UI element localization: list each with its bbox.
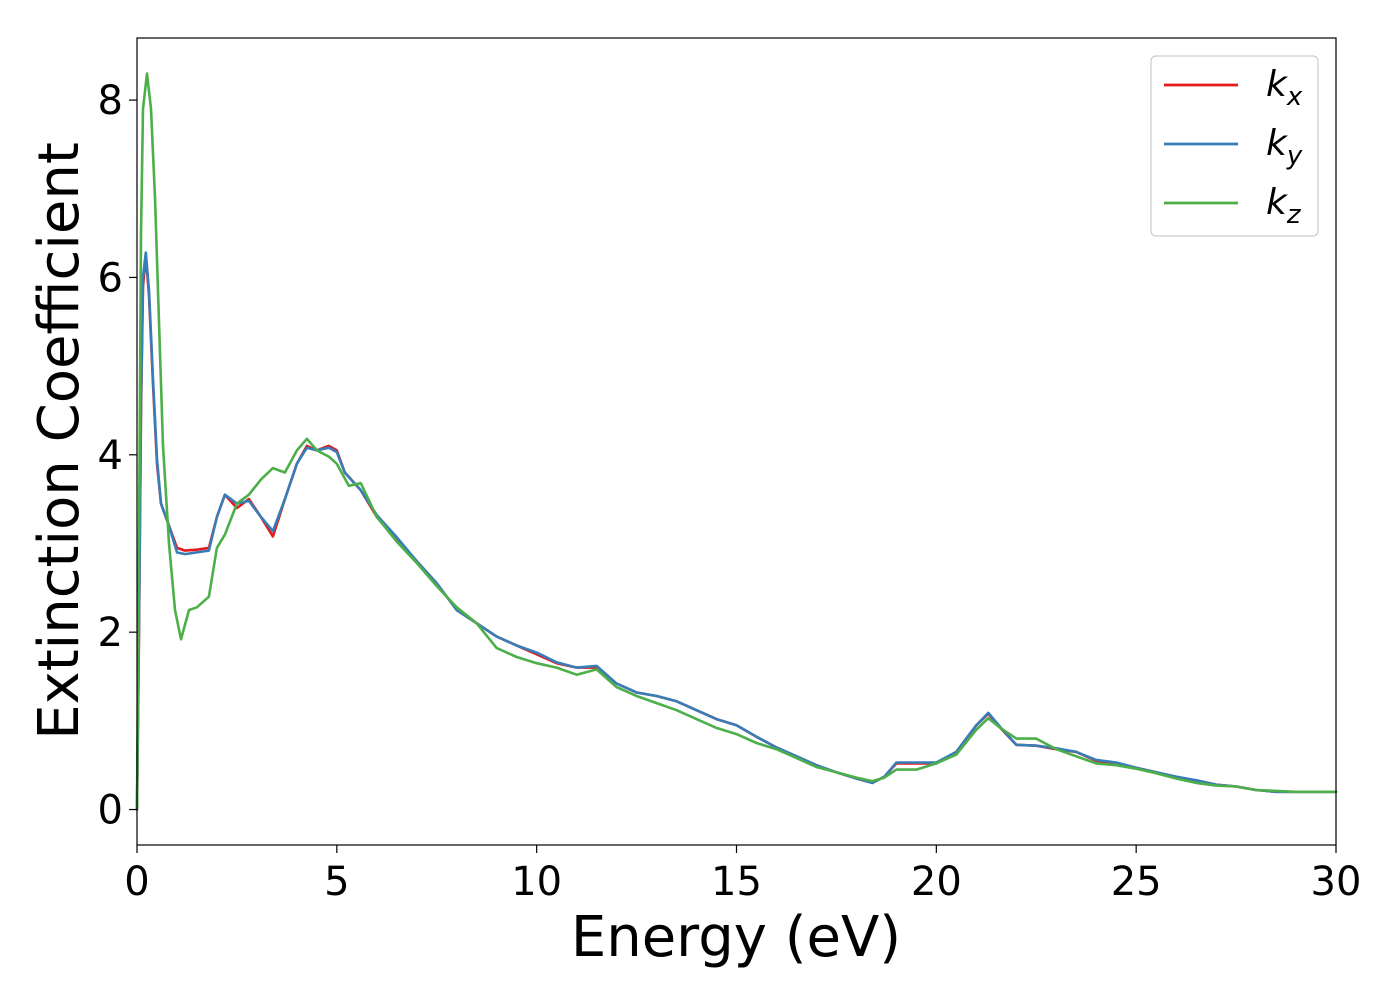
legend-label-y: ky (1266, 123, 1303, 171)
x-tick-label: 0 (124, 859, 149, 905)
y-axis-ticks: 0 2 4 6 8 (98, 78, 137, 834)
x-axis-title: Energy (eV) (571, 905, 901, 970)
y-tick-label: 2 (98, 610, 123, 656)
series-line-y (135, 251, 1338, 811)
x-axis-ticks: 0 5 10 15 20 25 30 (124, 845, 1361, 905)
x-tick-label: 10 (511, 859, 562, 905)
series-line-z (135, 72, 1338, 811)
x-tick-label: 25 (1111, 859, 1162, 905)
legend-label-z: kz (1266, 182, 1302, 230)
x-tick-label: 5 (324, 859, 349, 905)
legend: kx ky kz (1150, 55, 1319, 237)
y-axis-title: Extinction Coefficient (27, 142, 92, 740)
x-tick-label: 15 (711, 859, 762, 905)
x-tick-label: 30 (1311, 859, 1362, 905)
y-tick-label: 8 (98, 78, 123, 124)
y-tick-label: 4 (98, 433, 123, 479)
y-tick-label: 0 (98, 788, 123, 834)
legend-label-x: kx (1266, 64, 1303, 112)
plot-lines (135, 72, 1338, 811)
legend-frame (1150, 55, 1319, 237)
x-tick-label: 20 (911, 859, 962, 905)
y-tick-label: 6 (98, 255, 123, 301)
